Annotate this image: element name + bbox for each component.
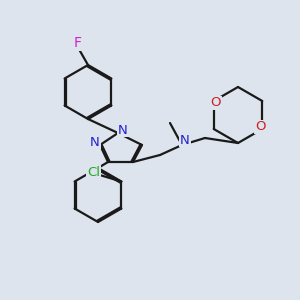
Text: N: N: [118, 124, 128, 136]
Text: F: F: [74, 36, 82, 50]
Text: Cl: Cl: [87, 166, 100, 179]
Text: O: O: [255, 121, 266, 134]
Text: N: N: [90, 136, 100, 148]
Text: O: O: [211, 97, 221, 110]
Text: N: N: [180, 134, 190, 146]
